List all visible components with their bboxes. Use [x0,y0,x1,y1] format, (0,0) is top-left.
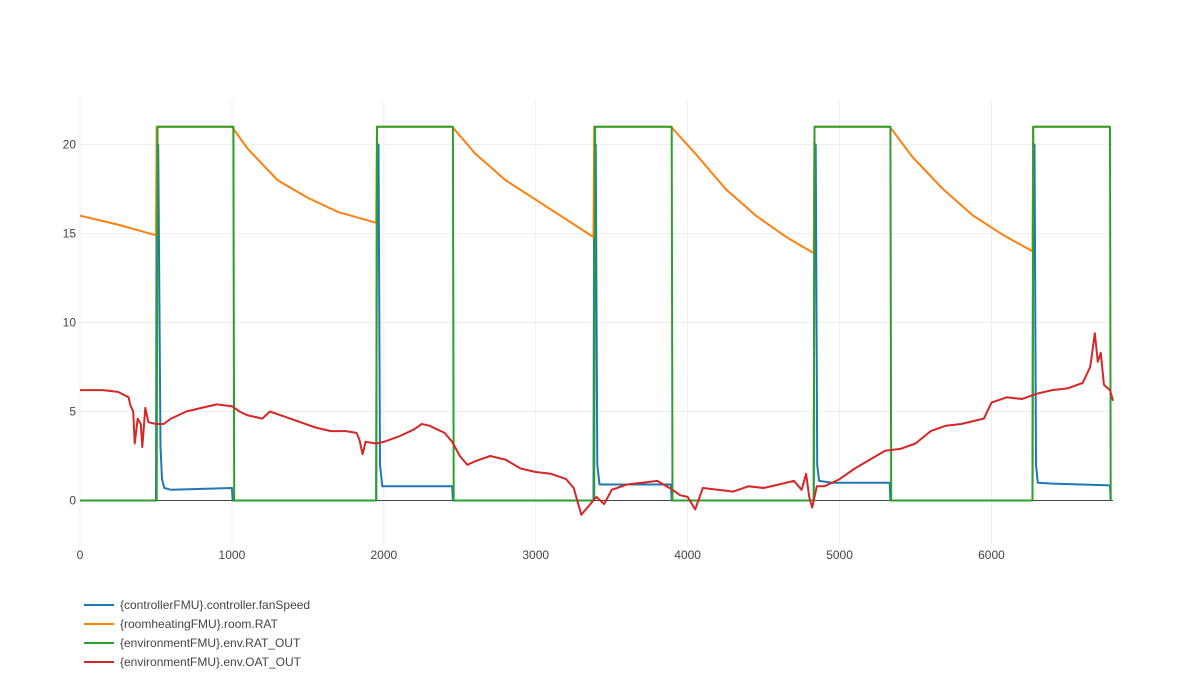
x-tick-label: 5000 [826,548,853,562]
x-tick-label: 6000 [978,548,1005,562]
series-line-1 [79,125,1110,255]
x-tick-labels: 0 1000 2000 3000 4000 5000 6000 [77,548,1005,562]
y-tick-label: 15 [63,227,77,241]
x-tick-label: 2000 [370,548,397,562]
series-lines [79,125,1114,516]
y-tick-labels: 0 5 10 15 20 [63,138,77,508]
legend-label: {controllerFMU}.controller.fanSpeed [120,597,311,612]
x-tick-label: 4000 [674,548,701,562]
series-line-3 [80,332,1114,516]
series-line-2 [80,125,1112,502]
legend-item-fanspeed[interactable]: {controllerFMU}.controller.fanSpeed [84,595,310,614]
y-tick-label: 10 [63,316,77,330]
legend-swatch [84,660,114,663]
x-tick-label: 0 [77,548,84,562]
legend-swatch [84,641,114,644]
legend-swatch [84,603,114,606]
legend-label: {environmentFMU}.env.RAT_OUT [120,635,301,650]
legend-item-env-rat-out[interactable]: {environmentFMU}.env.RAT_OUT [84,633,310,652]
legend-label: {roomheatingFMU}.room.RAT [120,616,278,631]
y-tick-label: 5 [69,405,76,419]
legend-item-room-rat[interactable]: {roomheatingFMU}.room.RAT [84,614,310,633]
legend: {controllerFMU}.controller.fanSpeed {roo… [84,595,310,671]
legend-label: {environmentFMU}.env.OAT_OUT [120,654,301,669]
x-tick-label: 1000 [219,548,246,562]
legend-swatch [84,622,114,625]
x-tick-label: 3000 [522,548,549,562]
y-tick-label: 0 [69,494,76,508]
y-tick-label: 20 [63,138,77,152]
legend-item-env-oat-out[interactable]: {environmentFMU}.env.OAT_OUT [84,652,310,671]
